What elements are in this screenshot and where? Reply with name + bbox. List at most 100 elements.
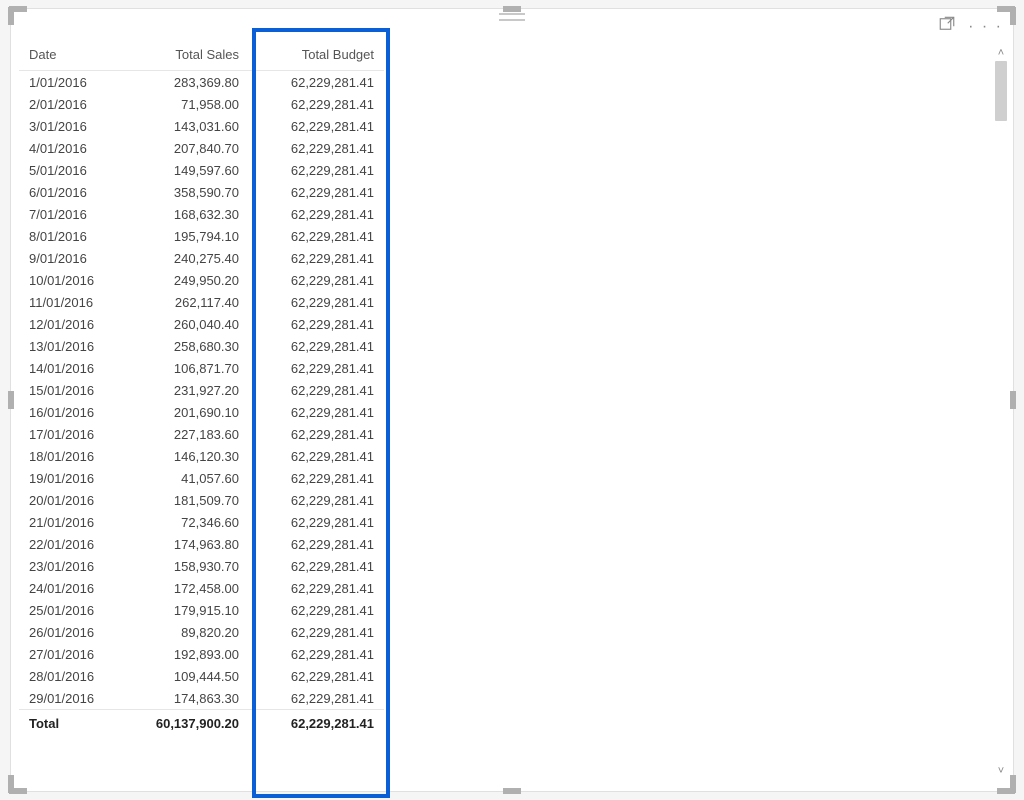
table-row[interactable]: 8/01/2016195,794.1062,229,281.41 bbox=[19, 225, 384, 247]
table-scroll-region: Date Total Sales Total Budget 1/01/20162… bbox=[19, 43, 989, 783]
resize-handle-top[interactable] bbox=[503, 6, 521, 12]
cell-total-sales: 174,863.30 bbox=[124, 687, 249, 710]
table-row[interactable]: 22/01/2016174,963.8062,229,281.41 bbox=[19, 533, 384, 555]
resize-handle-bottom-left[interactable] bbox=[9, 788, 27, 794]
resize-handle-top-right[interactable] bbox=[997, 6, 1015, 12]
cell-total-budget: 62,229,281.41 bbox=[249, 577, 384, 599]
resize-handle-top-left[interactable] bbox=[9, 6, 27, 12]
cell-date: 22/01/2016 bbox=[19, 533, 124, 555]
cell-total-budget: 62,229,281.41 bbox=[249, 533, 384, 555]
table-row[interactable]: 14/01/2016106,871.7062,229,281.41 bbox=[19, 357, 384, 379]
cell-date: 19/01/2016 bbox=[19, 467, 124, 489]
cell-date: 12/01/2016 bbox=[19, 313, 124, 335]
cell-date: 16/01/2016 bbox=[19, 401, 124, 423]
cell-total-budget: 62,229,281.41 bbox=[249, 203, 384, 225]
table-row[interactable]: 20/01/2016181,509.7062,229,281.41 bbox=[19, 489, 384, 511]
column-header-total-sales[interactable]: Total Sales bbox=[124, 43, 249, 71]
cell-total-budget: 62,229,281.41 bbox=[249, 93, 384, 115]
cell-total-sales: 143,031.60 bbox=[124, 115, 249, 137]
resize-handle-bottom-right[interactable] bbox=[997, 788, 1015, 794]
table-row[interactable]: 6/01/2016358,590.7062,229,281.41 bbox=[19, 181, 384, 203]
table-row[interactable]: 11/01/2016262,117.4062,229,281.41 bbox=[19, 291, 384, 313]
cell-total-budget: 62,229,281.41 bbox=[249, 159, 384, 181]
cell-date: 13/01/2016 bbox=[19, 335, 124, 357]
resize-handle-bottom[interactable] bbox=[503, 788, 521, 794]
cell-date: 28/01/2016 bbox=[19, 665, 124, 687]
table-visual-container[interactable]: · · · Date Total Sales Total Budget 1/01… bbox=[10, 8, 1014, 792]
cell-total-budget: 62,229,281.41 bbox=[249, 181, 384, 203]
vertical-scrollbar[interactable]: ˄ ˅ bbox=[993, 45, 1009, 779]
cell-total-budget: 62,229,281.41 bbox=[249, 225, 384, 247]
cell-date: 1/01/2016 bbox=[19, 71, 124, 94]
cell-total-sales: 174,963.80 bbox=[124, 533, 249, 555]
table-row[interactable]: 25/01/2016179,915.1062,229,281.41 bbox=[19, 599, 384, 621]
table-row[interactable]: 26/01/201689,820.2062,229,281.41 bbox=[19, 621, 384, 643]
column-header-date[interactable]: Date bbox=[19, 43, 124, 71]
cell-total-budget: 62,229,281.41 bbox=[249, 489, 384, 511]
cell-total-sales: 71,958.00 bbox=[124, 93, 249, 115]
cell-date: 6/01/2016 bbox=[19, 181, 124, 203]
cell-total-sales: 109,444.50 bbox=[124, 665, 249, 687]
table-row[interactable]: 29/01/2016174,863.3062,229,281.41 bbox=[19, 687, 384, 710]
cell-date: 21/01/2016 bbox=[19, 511, 124, 533]
table-row[interactable]: 27/01/2016192,893.0062,229,281.41 bbox=[19, 643, 384, 665]
table-row[interactable]: 4/01/2016207,840.7062,229,281.41 bbox=[19, 137, 384, 159]
drag-grip-icon[interactable] bbox=[499, 13, 525, 21]
table-row[interactable]: 23/01/2016158,930.7062,229,281.41 bbox=[19, 555, 384, 577]
cell-total-sales: 262,117.40 bbox=[124, 291, 249, 313]
focus-mode-icon[interactable] bbox=[938, 15, 956, 38]
cell-total-sales: 258,680.30 bbox=[124, 335, 249, 357]
table-row[interactable]: 5/01/2016149,597.6062,229,281.41 bbox=[19, 159, 384, 181]
cell-total-sales: 358,590.70 bbox=[124, 181, 249, 203]
table-row[interactable]: 28/01/2016109,444.5062,229,281.41 bbox=[19, 665, 384, 687]
cell-total-sales: 195,794.10 bbox=[124, 225, 249, 247]
cell-total-budget: 62,229,281.41 bbox=[249, 247, 384, 269]
table-row[interactable]: 17/01/2016227,183.6062,229,281.41 bbox=[19, 423, 384, 445]
table-row[interactable]: 3/01/2016143,031.6062,229,281.41 bbox=[19, 115, 384, 137]
cell-date: 10/01/2016 bbox=[19, 269, 124, 291]
resize-handle-right[interactable] bbox=[1010, 391, 1016, 409]
cell-total-budget: 62,229,281.41 bbox=[249, 71, 384, 94]
cell-total-budget: 62,229,281.41 bbox=[249, 313, 384, 335]
cell-total-budget: 62,229,281.41 bbox=[249, 467, 384, 489]
cell-total-budget: 62,229,281.41 bbox=[249, 555, 384, 577]
more-options-icon[interactable]: · · · bbox=[968, 20, 1003, 34]
total-sales-value: 60,137,900.20 bbox=[124, 710, 249, 738]
resize-handle-left[interactable] bbox=[8, 391, 14, 409]
cell-date: 7/01/2016 bbox=[19, 203, 124, 225]
table-row[interactable]: 2/01/201671,958.0062,229,281.41 bbox=[19, 93, 384, 115]
table-row[interactable]: 1/01/2016283,369.8062,229,281.41 bbox=[19, 71, 384, 94]
table-row[interactable]: 16/01/2016201,690.1062,229,281.41 bbox=[19, 401, 384, 423]
cell-total-sales: 106,871.70 bbox=[124, 357, 249, 379]
table-row[interactable]: 10/01/2016249,950.2062,229,281.41 bbox=[19, 269, 384, 291]
cell-date: 29/01/2016 bbox=[19, 687, 124, 710]
table-row[interactable]: 13/01/2016258,680.3062,229,281.41 bbox=[19, 335, 384, 357]
column-header-total-budget[interactable]: Total Budget bbox=[249, 43, 384, 71]
cell-total-budget: 62,229,281.41 bbox=[249, 357, 384, 379]
table-row[interactable]: 21/01/201672,346.6062,229,281.41 bbox=[19, 511, 384, 533]
cell-total-sales: 240,275.40 bbox=[124, 247, 249, 269]
table-row[interactable]: 24/01/2016172,458.0062,229,281.41 bbox=[19, 577, 384, 599]
scrollbar-track[interactable] bbox=[995, 61, 1007, 763]
table-row[interactable]: 12/01/2016260,040.4062,229,281.41 bbox=[19, 313, 384, 335]
table-row[interactable]: 7/01/2016168,632.3062,229,281.41 bbox=[19, 203, 384, 225]
cell-date: 14/01/2016 bbox=[19, 357, 124, 379]
cell-date: 2/01/2016 bbox=[19, 93, 124, 115]
cell-date: 26/01/2016 bbox=[19, 621, 124, 643]
cell-date: 11/01/2016 bbox=[19, 291, 124, 313]
cell-total-sales: 260,040.40 bbox=[124, 313, 249, 335]
table-row[interactable]: 19/01/201641,057.6062,229,281.41 bbox=[19, 467, 384, 489]
cell-date: 23/01/2016 bbox=[19, 555, 124, 577]
cell-date: 27/01/2016 bbox=[19, 643, 124, 665]
scroll-down-arrow-icon[interactable]: ˅ bbox=[993, 763, 1009, 779]
cell-total-sales: 231,927.20 bbox=[124, 379, 249, 401]
scrollbar-thumb[interactable] bbox=[995, 61, 1007, 121]
cell-date: 5/01/2016 bbox=[19, 159, 124, 181]
table-row[interactable]: 18/01/2016146,120.3062,229,281.41 bbox=[19, 445, 384, 467]
cell-total-sales: 172,458.00 bbox=[124, 577, 249, 599]
scroll-up-arrow-icon[interactable]: ˄ bbox=[993, 45, 1009, 61]
table-row[interactable]: 15/01/2016231,927.2062,229,281.41 bbox=[19, 379, 384, 401]
cell-date: 17/01/2016 bbox=[19, 423, 124, 445]
table-row[interactable]: 9/01/2016240,275.4062,229,281.41 bbox=[19, 247, 384, 269]
cell-total-budget: 62,229,281.41 bbox=[249, 621, 384, 643]
